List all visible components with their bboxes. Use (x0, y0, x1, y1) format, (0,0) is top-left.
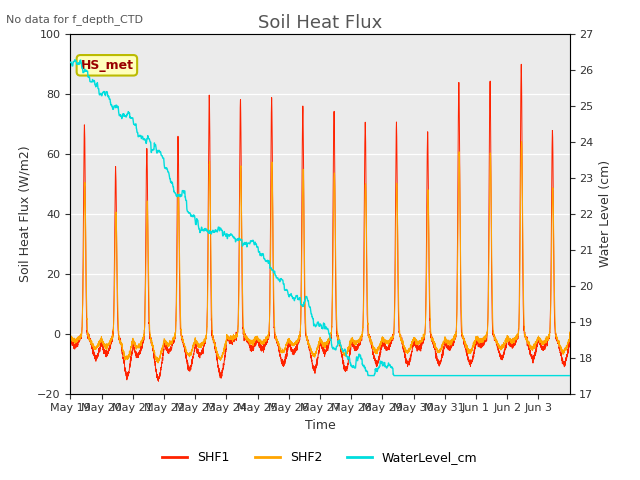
Text: HS_met: HS_met (81, 59, 133, 72)
Legend: SHF1, SHF2, WaterLevel_cm: SHF1, SHF2, WaterLevel_cm (157, 446, 483, 469)
Y-axis label: Soil Heat Flux (W/m2): Soil Heat Flux (W/m2) (19, 145, 31, 282)
Text: No data for f_depth_CTD: No data for f_depth_CTD (6, 14, 143, 25)
X-axis label: Time: Time (305, 419, 335, 432)
Y-axis label: Water Level (cm): Water Level (cm) (599, 160, 612, 267)
Title: Soil Heat Flux: Soil Heat Flux (258, 14, 382, 32)
